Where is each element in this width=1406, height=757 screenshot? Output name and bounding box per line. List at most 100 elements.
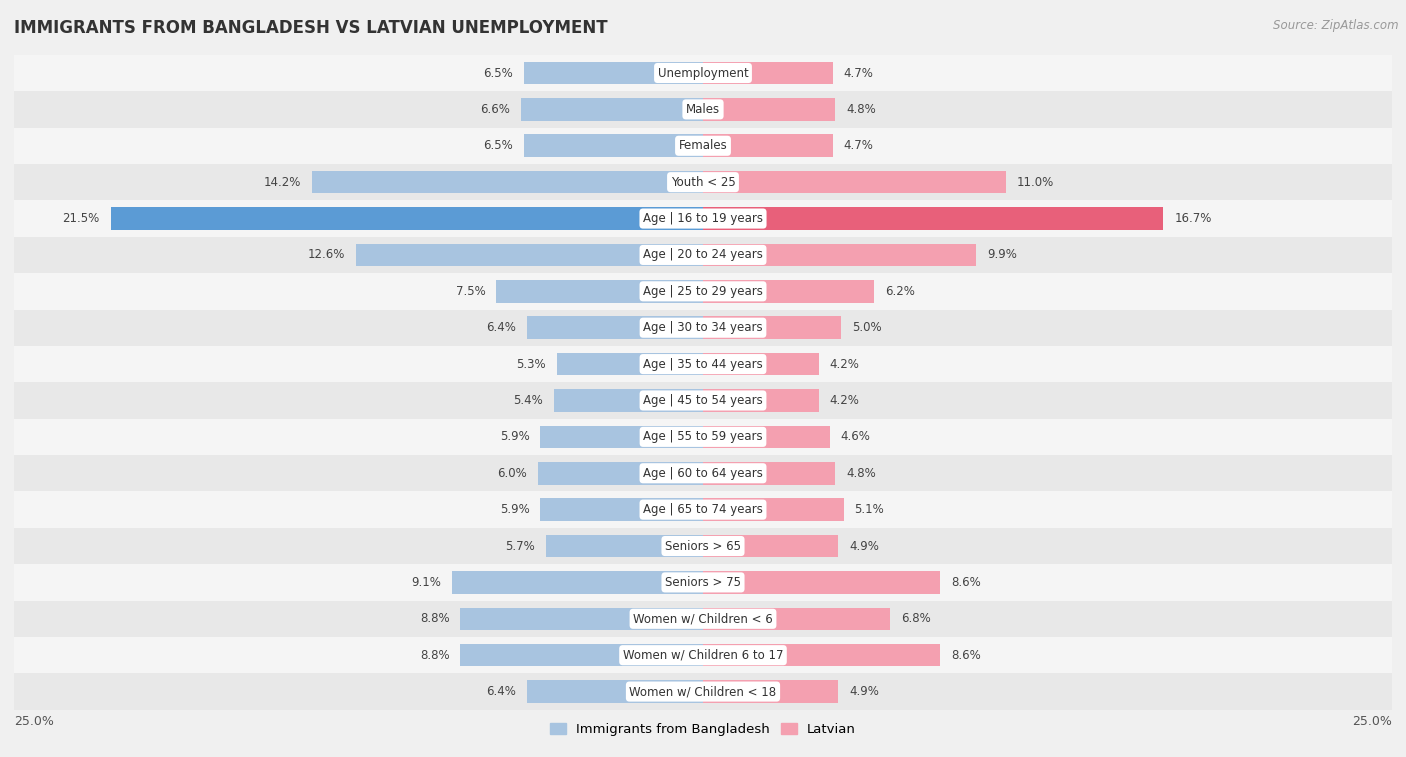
Bar xyxy=(14,310,1392,346)
Text: 25.0%: 25.0% xyxy=(14,715,53,728)
Bar xyxy=(14,237,1392,273)
Text: 9.1%: 9.1% xyxy=(412,576,441,589)
Text: 5.0%: 5.0% xyxy=(852,321,882,334)
Bar xyxy=(703,462,835,484)
Bar xyxy=(527,316,703,339)
Bar xyxy=(14,600,1392,637)
Text: 5.3%: 5.3% xyxy=(516,357,546,371)
Bar xyxy=(703,171,1007,194)
Text: Females: Females xyxy=(679,139,727,152)
Bar xyxy=(540,498,703,521)
Text: Seniors > 65: Seniors > 65 xyxy=(665,540,741,553)
Text: 14.2%: 14.2% xyxy=(263,176,301,188)
Text: 5.1%: 5.1% xyxy=(855,503,884,516)
Text: 8.8%: 8.8% xyxy=(420,649,450,662)
Text: 5.7%: 5.7% xyxy=(505,540,534,553)
Bar xyxy=(703,425,830,448)
Text: 8.8%: 8.8% xyxy=(420,612,450,625)
Bar xyxy=(14,55,1392,91)
Text: 16.7%: 16.7% xyxy=(1174,212,1212,225)
Text: Women w/ Children < 18: Women w/ Children < 18 xyxy=(630,685,776,698)
Bar xyxy=(527,681,703,702)
Text: 4.2%: 4.2% xyxy=(830,357,859,371)
Text: 21.5%: 21.5% xyxy=(62,212,100,225)
Text: 25.0%: 25.0% xyxy=(1353,715,1392,728)
Bar xyxy=(557,353,703,375)
Text: Age | 45 to 54 years: Age | 45 to 54 years xyxy=(643,394,763,407)
Bar xyxy=(453,571,703,593)
Bar xyxy=(14,382,1392,419)
Bar xyxy=(14,637,1392,674)
Text: 6.6%: 6.6% xyxy=(481,103,510,116)
Bar xyxy=(14,346,1392,382)
Text: 8.6%: 8.6% xyxy=(950,576,981,589)
Text: Unemployment: Unemployment xyxy=(658,67,748,79)
Bar xyxy=(703,135,832,157)
Text: 4.9%: 4.9% xyxy=(849,685,879,698)
Text: 6.0%: 6.0% xyxy=(496,467,527,480)
Bar xyxy=(14,491,1392,528)
Legend: Immigrants from Bangladesh, Latvian: Immigrants from Bangladesh, Latvian xyxy=(544,718,862,741)
Bar xyxy=(554,389,703,412)
Bar xyxy=(703,98,835,120)
Text: 6.5%: 6.5% xyxy=(484,67,513,79)
Bar xyxy=(524,62,703,84)
Bar xyxy=(546,534,703,557)
Bar xyxy=(14,164,1392,201)
Text: 9.9%: 9.9% xyxy=(987,248,1017,261)
Text: Age | 35 to 44 years: Age | 35 to 44 years xyxy=(643,357,763,371)
Text: 6.8%: 6.8% xyxy=(901,612,931,625)
Bar xyxy=(14,201,1392,237)
Text: 6.4%: 6.4% xyxy=(485,321,516,334)
Bar xyxy=(703,389,818,412)
Text: IMMIGRANTS FROM BANGLADESH VS LATVIAN UNEMPLOYMENT: IMMIGRANTS FROM BANGLADESH VS LATVIAN UN… xyxy=(14,19,607,37)
Bar xyxy=(703,534,838,557)
Bar xyxy=(703,571,941,593)
Bar xyxy=(703,207,1163,230)
Text: Age | 16 to 19 years: Age | 16 to 19 years xyxy=(643,212,763,225)
Bar xyxy=(14,564,1392,600)
Bar xyxy=(540,425,703,448)
Bar xyxy=(522,98,703,120)
Bar xyxy=(14,528,1392,564)
Text: 4.8%: 4.8% xyxy=(846,103,876,116)
Bar xyxy=(703,498,844,521)
Text: Youth < 25: Youth < 25 xyxy=(671,176,735,188)
Bar xyxy=(703,681,838,702)
Text: 4.8%: 4.8% xyxy=(846,467,876,480)
Text: Males: Males xyxy=(686,103,720,116)
Bar xyxy=(14,455,1392,491)
Text: Age | 60 to 64 years: Age | 60 to 64 years xyxy=(643,467,763,480)
Text: Seniors > 75: Seniors > 75 xyxy=(665,576,741,589)
Text: 4.9%: 4.9% xyxy=(849,540,879,553)
Text: 4.6%: 4.6% xyxy=(841,431,870,444)
Bar xyxy=(312,171,703,194)
Bar xyxy=(703,62,832,84)
Bar xyxy=(14,128,1392,164)
Text: 5.9%: 5.9% xyxy=(499,503,530,516)
Text: 6.5%: 6.5% xyxy=(484,139,513,152)
Bar xyxy=(461,608,703,630)
Text: 4.2%: 4.2% xyxy=(830,394,859,407)
Text: 4.7%: 4.7% xyxy=(844,67,873,79)
Text: 11.0%: 11.0% xyxy=(1017,176,1054,188)
Text: 5.9%: 5.9% xyxy=(499,431,530,444)
Bar xyxy=(703,280,875,303)
Text: 5.4%: 5.4% xyxy=(513,394,543,407)
Text: 12.6%: 12.6% xyxy=(308,248,344,261)
Bar xyxy=(461,644,703,666)
Text: 8.6%: 8.6% xyxy=(950,649,981,662)
Bar xyxy=(703,353,818,375)
Text: Women w/ Children 6 to 17: Women w/ Children 6 to 17 xyxy=(623,649,783,662)
Text: Source: ZipAtlas.com: Source: ZipAtlas.com xyxy=(1274,19,1399,32)
Bar xyxy=(703,644,941,666)
Bar xyxy=(111,207,703,230)
Text: Age | 55 to 59 years: Age | 55 to 59 years xyxy=(643,431,763,444)
Bar xyxy=(14,419,1392,455)
Text: 6.2%: 6.2% xyxy=(884,285,915,298)
Bar xyxy=(703,608,890,630)
Text: 6.4%: 6.4% xyxy=(485,685,516,698)
Bar xyxy=(703,316,841,339)
Text: Age | 65 to 74 years: Age | 65 to 74 years xyxy=(643,503,763,516)
Text: 7.5%: 7.5% xyxy=(456,285,485,298)
